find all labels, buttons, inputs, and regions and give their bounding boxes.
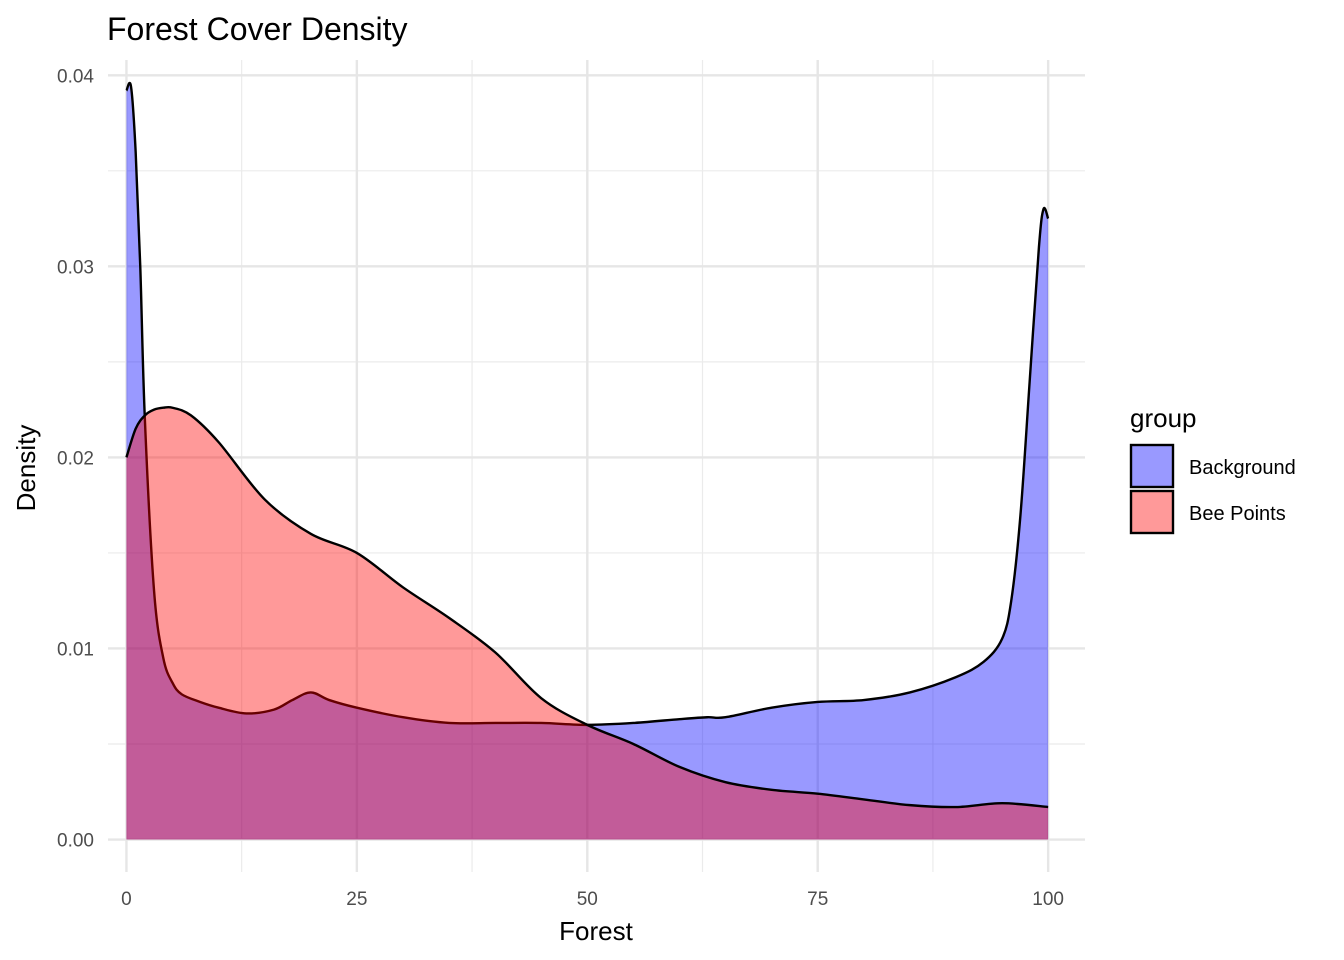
legend-label-bee-points: Bee Points <box>1189 503 1286 525</box>
legend: group Background Bee Points <box>1129 403 1296 535</box>
x-tick-label: 50 <box>577 889 598 910</box>
legend-key-bg <box>1131 491 1173 533</box>
y-tick-label: 0.00 <box>57 831 94 852</box>
x-tick-label: 100 <box>1032 889 1064 910</box>
y-tick-label: 0.04 <box>57 66 94 87</box>
legend-key-background <box>1129 443 1175 489</box>
legend-label-background: Background <box>1189 457 1296 479</box>
grid-major <box>108 60 1085 872</box>
y-tick-label: 0.01 <box>57 639 94 660</box>
y-axis-title: Density <box>11 425 41 512</box>
y-tick-label: 0.02 <box>57 448 94 469</box>
area-background <box>126 82 1049 840</box>
legend-key-bee-points <box>1129 489 1175 535</box>
x-tick-label: 0 <box>121 889 132 910</box>
legend-key-bg <box>1131 445 1173 487</box>
x-tick-label: 75 <box>807 889 828 910</box>
line-bee-points <box>125 405 1049 809</box>
x-axis-title: Forest <box>559 916 633 946</box>
grid-minor <box>108 60 1085 872</box>
line-background <box>125 81 1050 727</box>
x-tick-labels: 0 25 50 75 100 <box>121 889 1064 910</box>
chart-title: Forest Cover Density <box>107 11 408 47</box>
y-tick-label: 0.03 <box>57 257 94 278</box>
area-bee-points <box>126 407 1049 840</box>
legend-title: group <box>1130 403 1197 433</box>
y-tick-labels: 0.00 0.01 0.02 0.03 0.04 <box>57 66 94 851</box>
x-tick-label: 25 <box>346 889 367 910</box>
density-areas <box>125 81 1050 840</box>
